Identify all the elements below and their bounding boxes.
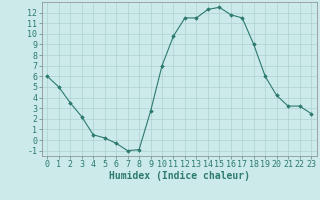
X-axis label: Humidex (Indice chaleur): Humidex (Indice chaleur) — [109, 171, 250, 181]
